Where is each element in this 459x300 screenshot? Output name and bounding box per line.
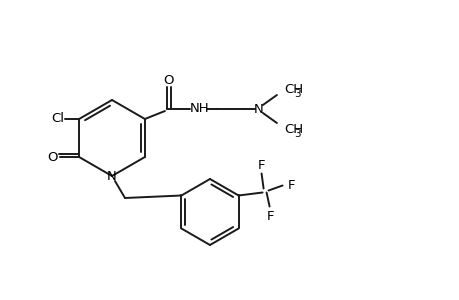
Text: NH: NH: [190, 101, 209, 115]
Text: F: F: [287, 179, 295, 192]
Text: O: O: [163, 74, 174, 86]
Text: CH: CH: [283, 82, 302, 95]
Text: F: F: [266, 210, 274, 223]
Text: N: N: [107, 169, 117, 182]
Text: 3: 3: [294, 129, 301, 139]
Text: CH: CH: [283, 122, 302, 136]
Text: N: N: [253, 103, 263, 116]
Text: 3: 3: [294, 89, 301, 99]
Text: F: F: [257, 159, 265, 172]
Text: O: O: [47, 151, 57, 164]
Text: Cl: Cl: [51, 112, 64, 124]
